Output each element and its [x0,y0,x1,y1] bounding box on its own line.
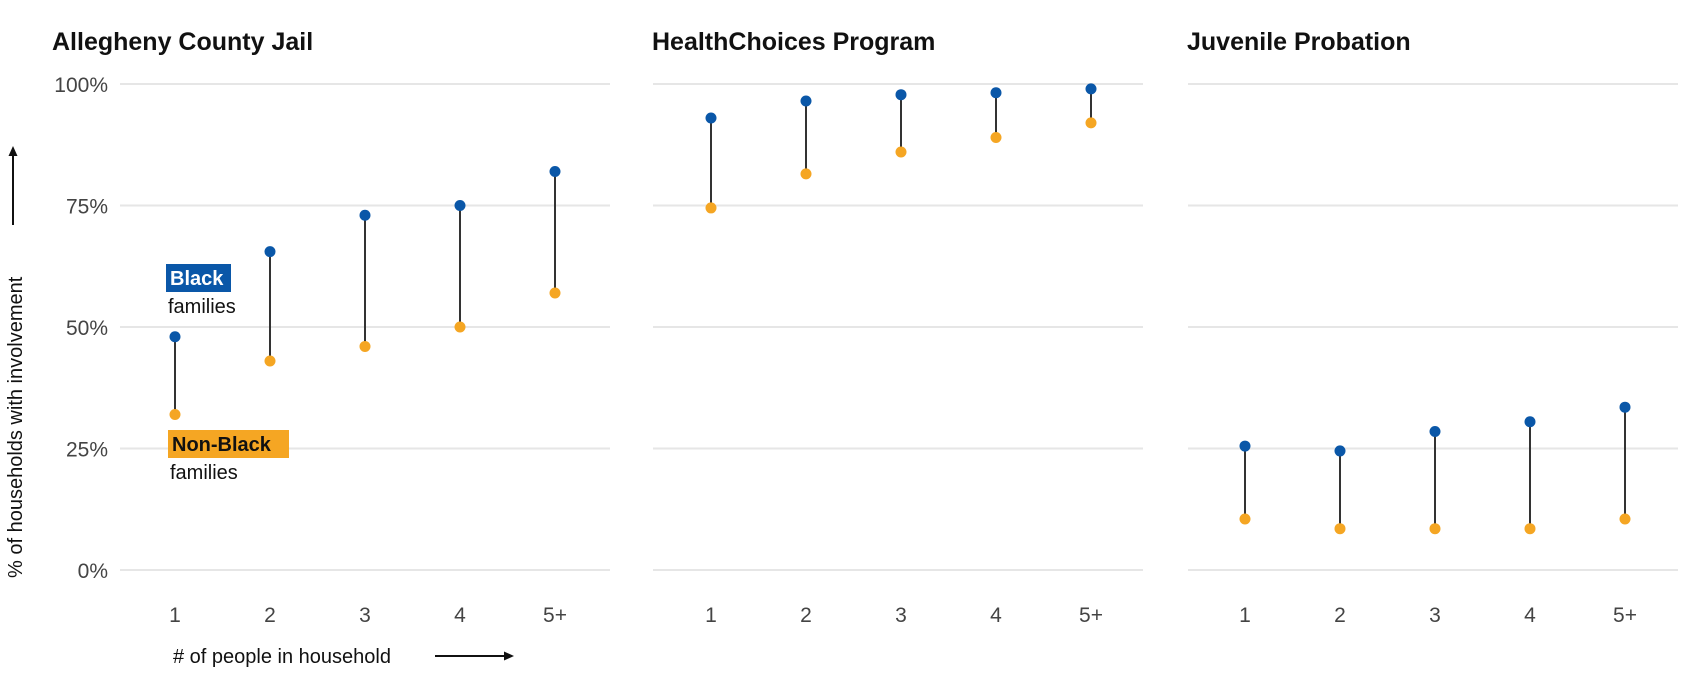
x-tick-label: 3 [895,604,907,627]
black-families-point [1085,83,1097,95]
nonblack-families-point [800,168,812,180]
black-families-point [264,246,276,258]
x-tick-label: 2 [1334,604,1346,627]
nonblack-families-point [359,340,371,352]
panel-title: Juvenile Probation [1187,28,1411,56]
y-axis-title-group: % of households with involvement [5,146,27,578]
x-axis-title: # of people in household [173,646,391,668]
black-families-point [169,331,181,343]
panel-2: HealthChoices Program 1 2 3 4 5+ [652,28,1143,627]
x-tick-label: 5+ [1079,604,1103,627]
black-families-point [895,89,907,101]
black-families-point [1429,425,1441,437]
y-tick-label: 100% [54,74,108,97]
nonblack-families-point [1619,513,1631,525]
x-tick-label: 1 [169,604,181,627]
nonblack-families-point [990,131,1002,143]
nonblack-families-point [1239,513,1251,525]
y-tick-label: 0% [78,560,108,583]
x-tick-label: 2 [800,604,812,627]
x-tick-label: 4 [990,604,1002,627]
black-families-point [1334,445,1346,457]
nonblack-families-point [549,287,561,299]
x-tick-label: 5+ [1613,604,1637,627]
y-tick-label: 75% [66,196,108,219]
black-families-point [549,165,561,177]
x-tick-label: 4 [454,604,466,627]
black-families-point [1524,416,1536,428]
legend-black-label: Black [170,268,224,290]
panel-title: Allegheny County Jail [52,28,313,56]
x-axis-arrowhead [504,651,514,661]
black-families-point [705,112,717,124]
nonblack-families-point [454,321,466,333]
black-families-point [1619,401,1631,413]
legend-nonblack-badge [168,430,289,458]
nonblack-families-point [705,202,717,214]
x-tick-label: 4 [1524,604,1536,627]
y-axis-title: % of households with involvement [5,276,27,578]
legend: Black families Non-Black families [166,264,289,484]
x-tick-label: 1 [1239,604,1251,627]
legend-black: Black families [166,264,236,318]
nonblack-families-point [1524,523,1536,535]
legend-nonblack-label: Non-Black [172,434,272,456]
x-tick-label: 3 [1429,604,1441,627]
nonblack-families-point [895,146,907,158]
legend-black-sub: families [168,296,236,318]
y-tick-label: 50% [66,317,108,340]
black-families-point [800,95,812,107]
panel-1: Allegheny County Jail 1 2 3 4 5+ [52,28,610,627]
nonblack-families-point [1334,523,1346,535]
black-families-point [454,200,466,211]
x-tick-label: 2 [264,604,276,627]
nonblack-families-point [1085,117,1097,129]
y-axis-arrowhead [8,146,18,156]
y-axis-ticks: 0% 25% 50% 75% 100% [54,74,108,583]
nonblack-families-point [169,408,181,420]
nonblack-families-point [1429,523,1441,535]
x-tick-label: 1 [705,604,717,627]
nonblack-families-point [264,355,276,367]
x-tick-label: 5+ [543,604,567,627]
black-families-point [359,209,371,221]
legend-black-badge [166,264,231,292]
black-families-point [1239,440,1251,452]
panel-title: HealthChoices Program [652,28,935,56]
black-families-point [990,87,1002,99]
x-tick-label: 3 [359,604,371,627]
legend-nonblack-sub: families [170,462,238,484]
x-axis-title-group: # of people in household [173,646,514,668]
y-tick-label: 25% [66,439,108,462]
legend-nonblack: Non-Black families [168,430,289,484]
panel-3: Juvenile Probation 1 2 3 4 5+ [1187,28,1678,627]
